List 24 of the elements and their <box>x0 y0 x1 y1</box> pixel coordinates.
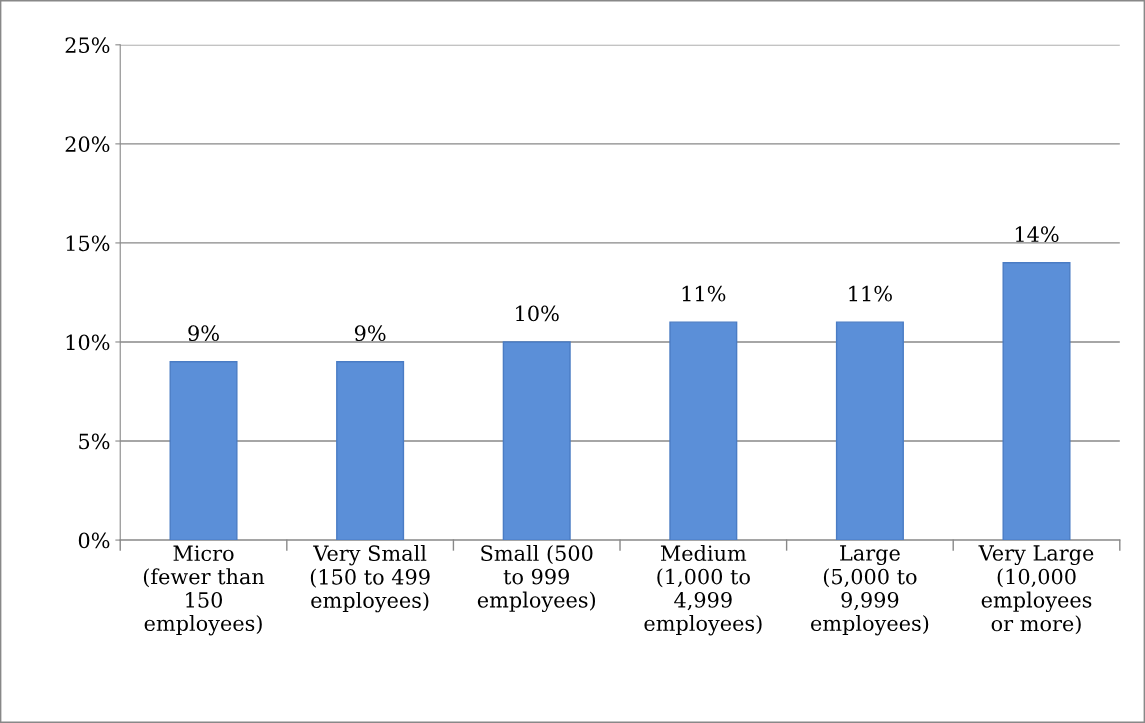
x-tick-label: Large (5,000 to 9,999 employees) <box>811 545 929 636</box>
bar <box>336 361 405 541</box>
x-tick-label: Very Large (10,000 employees or more) <box>978 545 1094 635</box>
x-tick-label: Micro (fewer than 150 employees) <box>143 545 265 636</box>
y-tick-label: 20% <box>65 136 110 153</box>
bar <box>669 321 738 541</box>
y-tick-label: 10% <box>66 334 110 351</box>
x-tick-label: Medium (1,000 to 4,999 employees) <box>644 544 762 636</box>
x-tick-label: Small (500 to 999 employees) <box>477 544 596 613</box>
data-label: 10% <box>516 305 559 322</box>
bar <box>835 321 904 541</box>
x-tick-label: Very Small (150 to 499 employees) <box>310 544 430 613</box>
bar <box>1002 262 1071 541</box>
y-tick-label: 5% <box>79 433 110 450</box>
data-label: 9% <box>188 325 219 342</box>
data-label: 9% <box>354 325 386 342</box>
bar <box>502 341 571 541</box>
y-tick-label: 15% <box>66 235 110 252</box>
y-tick-label: 0% <box>78 532 110 549</box>
data-label: 14% <box>1015 226 1059 243</box>
y-tick-label: 25% <box>65 37 110 54</box>
data-label: 11% <box>849 285 892 302</box>
data-label: 11% <box>682 285 726 302</box>
bar <box>169 361 238 541</box>
